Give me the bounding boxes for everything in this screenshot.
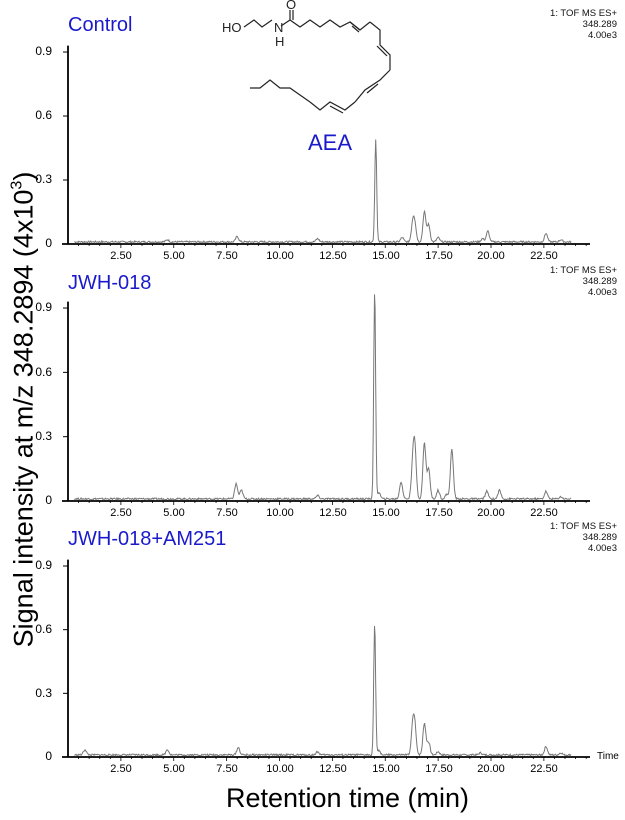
x-tick: 10.00: [266, 250, 294, 262]
meta-scan: 1: TOF MS ES+: [550, 265, 617, 276]
x-tick: 20.00: [477, 763, 505, 775]
meta-scale: 4.00e3: [587, 543, 617, 554]
panel-meta-jwh018-am251: 1: TOF MS ES+ 348.289 4.00e3: [550, 521, 617, 554]
y-tick: 0.9: [35, 300, 52, 314]
x-tick: 22.50: [530, 507, 558, 519]
y-tick: 0.3: [35, 686, 52, 700]
meta-scale: 4.00e3: [587, 287, 617, 298]
x-tick: 15.00: [372, 250, 400, 262]
y-tick: 0.9: [35, 558, 52, 572]
x-tick: 7.50: [216, 763, 238, 775]
meta-scan: 1: TOF MS ES+: [550, 8, 617, 19]
x-tick: 22.50: [530, 763, 558, 775]
y-tick: 0: [45, 236, 52, 250]
y-tick: 0: [45, 493, 52, 507]
x-tick: 10.00: [266, 507, 294, 519]
time-axis-label: Time: [597, 751, 619, 762]
x-axis-label: Retention time (min): [225, 783, 470, 813]
meta-mass: 348.289: [582, 532, 617, 543]
x-tick: 17.50: [425, 250, 453, 262]
x-tick: 12.50: [319, 250, 347, 262]
x-tick: 20.00: [477, 507, 505, 519]
x-tick: 15.00: [372, 763, 400, 775]
panel-title-jwh018-am251: JWH-018+AM251: [68, 528, 227, 550]
x-tick: 2.50: [110, 250, 132, 262]
x-tick: 17.50: [425, 507, 453, 519]
x-tick: 7.50: [216, 250, 238, 262]
y-tick: 0.6: [35, 108, 52, 122]
x-tick: 5.00: [163, 763, 185, 775]
y-tick: 0.3: [35, 172, 52, 186]
panel-title-jwh018: JWH-018: [68, 272, 152, 294]
panel-meta-jwh018: 1: TOF MS ES+ 348.289 4.00e3: [550, 265, 617, 298]
meta-mass: 348.289: [582, 276, 617, 287]
panel-title-control: Control: [68, 14, 133, 36]
chromatogram-panel-2: [62, 294, 590, 505]
x-tick: 2.50: [110, 763, 132, 775]
y-tick: 0.6: [35, 365, 52, 379]
aea-label: AEA: [308, 130, 353, 155]
x-tick: 12.50: [319, 763, 347, 775]
x-tick: 15.00: [372, 507, 400, 519]
meta-scan: 1: TOF MS ES+: [550, 521, 617, 532]
y-tick: 0: [45, 749, 52, 763]
x-tick: 10.00: [266, 763, 294, 775]
x-tick: 22.50: [530, 250, 558, 262]
x-tick: 17.50: [425, 763, 453, 775]
x-tick: 5.00: [163, 507, 185, 519]
x-tick: 20.00: [477, 250, 505, 262]
meta-scale: 4.00e3: [587, 30, 617, 41]
y-tick: 0.9: [35, 44, 52, 58]
x-tick: 2.50: [110, 507, 132, 519]
panel-meta-control: 1: TOF MS ES+ 348.289 4.00e3: [550, 8, 617, 41]
x-tick: 7.50: [216, 507, 238, 519]
chromatogram-panel-3: [62, 559, 590, 761]
meta-mass: 348.289: [582, 19, 617, 30]
y-tick: 0.3: [35, 429, 52, 443]
y-tick: 0.6: [35, 622, 52, 636]
chromatogram-panel-1: [62, 45, 590, 248]
x-tick: 12.50: [319, 507, 347, 519]
x-tick: 5.00: [163, 250, 185, 262]
